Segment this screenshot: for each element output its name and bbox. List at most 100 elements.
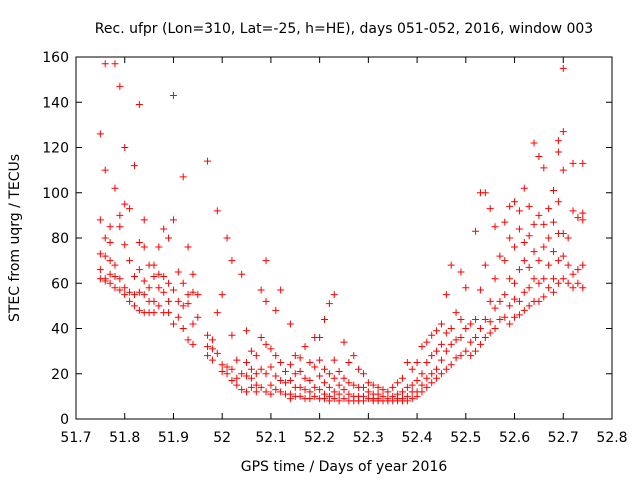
data-point bbox=[481, 261, 489, 269]
data-point bbox=[442, 291, 450, 299]
data-point bbox=[545, 205, 553, 213]
data-point bbox=[442, 365, 450, 373]
data-point bbox=[462, 325, 470, 332]
data-point bbox=[530, 139, 538, 147]
data-point bbox=[476, 286, 484, 294]
data-point bbox=[306, 377, 314, 385]
data-point bbox=[184, 291, 192, 299]
data-point bbox=[228, 331, 236, 339]
data-point bbox=[238, 370, 246, 378]
data-point bbox=[106, 239, 114, 247]
y-tick-label: 80 bbox=[51, 231, 69, 247]
data-point bbox=[511, 295, 519, 303]
x-tick-label: 51.7 bbox=[60, 430, 91, 446]
data-point bbox=[189, 320, 197, 328]
data-point bbox=[467, 352, 475, 360]
data-point bbox=[550, 186, 558, 194]
data-point bbox=[506, 302, 514, 310]
y-tick-label: 20 bbox=[51, 367, 69, 383]
data-point bbox=[135, 306, 143, 314]
data-point bbox=[126, 297, 134, 305]
data-point bbox=[189, 288, 197, 296]
data-point bbox=[525, 202, 533, 210]
data-point bbox=[520, 184, 528, 192]
data-point bbox=[155, 270, 163, 278]
data-point bbox=[267, 390, 275, 398]
data-point bbox=[101, 166, 109, 174]
data-point bbox=[321, 365, 329, 373]
data-point bbox=[520, 239, 528, 247]
data-point bbox=[208, 336, 216, 344]
data-point bbox=[550, 275, 558, 283]
data-point bbox=[296, 383, 304, 391]
data-point bbox=[476, 325, 484, 332]
data-point bbox=[506, 275, 514, 283]
data-point bbox=[150, 261, 158, 269]
data-point bbox=[204, 343, 212, 351]
data-point bbox=[350, 352, 358, 360]
y-tick-label: 100 bbox=[42, 186, 69, 202]
data-point bbox=[418, 370, 426, 378]
data-point bbox=[325, 370, 333, 378]
data-point bbox=[272, 372, 280, 380]
tick-labels: 51.7 51.8 51.9 52 52.1 52.2 52.3 52.4 52.5 52.6 52… bbox=[42, 50, 627, 446]
data-point bbox=[384, 388, 392, 396]
data-point bbox=[135, 101, 143, 109]
data-point bbox=[96, 250, 104, 258]
data-point bbox=[525, 302, 533, 310]
data-point bbox=[155, 284, 163, 292]
data-point bbox=[364, 388, 372, 396]
data-point bbox=[433, 374, 441, 382]
data-point bbox=[515, 207, 523, 215]
data-point bbox=[447, 261, 455, 269]
data-point bbox=[564, 261, 572, 269]
data-point bbox=[345, 379, 353, 387]
data-point bbox=[306, 388, 314, 396]
data-point bbox=[121, 291, 129, 299]
data-point bbox=[213, 207, 221, 215]
data-point bbox=[130, 272, 138, 280]
data-point bbox=[106, 270, 114, 278]
data-point bbox=[452, 336, 460, 344]
data-point bbox=[325, 300, 333, 308]
data-point bbox=[403, 397, 411, 405]
chart-title: Rec. ufpr (Lon=310, Lat=-25, h=HE), days… bbox=[95, 21, 593, 37]
data-point bbox=[174, 268, 182, 276]
data-point bbox=[481, 189, 489, 197]
data-point bbox=[418, 381, 426, 389]
data-point bbox=[428, 370, 436, 378]
data-point bbox=[96, 216, 104, 224]
x-tick-label: 52.7 bbox=[548, 430, 579, 446]
data-point bbox=[325, 397, 333, 405]
data-point bbox=[359, 397, 367, 405]
data-point bbox=[296, 367, 304, 375]
data-point bbox=[330, 291, 338, 299]
data-point bbox=[569, 207, 577, 215]
data-point bbox=[233, 374, 241, 382]
data-point bbox=[559, 252, 567, 260]
data-point bbox=[457, 315, 465, 323]
data-point bbox=[545, 284, 553, 292]
data-point bbox=[554, 257, 562, 265]
data-point bbox=[437, 320, 445, 328]
data-point bbox=[467, 338, 475, 346]
data-points bbox=[96, 60, 587, 405]
data-point bbox=[233, 356, 241, 364]
data-point bbox=[145, 284, 153, 292]
data-point bbox=[525, 232, 533, 240]
data-point bbox=[413, 358, 421, 366]
data-point bbox=[272, 306, 280, 314]
data-point bbox=[389, 383, 397, 391]
data-point bbox=[340, 374, 348, 382]
data-point bbox=[213, 309, 221, 317]
y-tick-label: 0 bbox=[60, 412, 69, 428]
data-point bbox=[106, 257, 114, 265]
data-point bbox=[243, 327, 251, 335]
data-point bbox=[569, 270, 577, 278]
data-point bbox=[457, 268, 465, 276]
data-point bbox=[111, 184, 119, 192]
data-point bbox=[564, 234, 572, 242]
data-point bbox=[321, 379, 329, 387]
data-point bbox=[540, 164, 548, 172]
data-point bbox=[457, 352, 465, 360]
